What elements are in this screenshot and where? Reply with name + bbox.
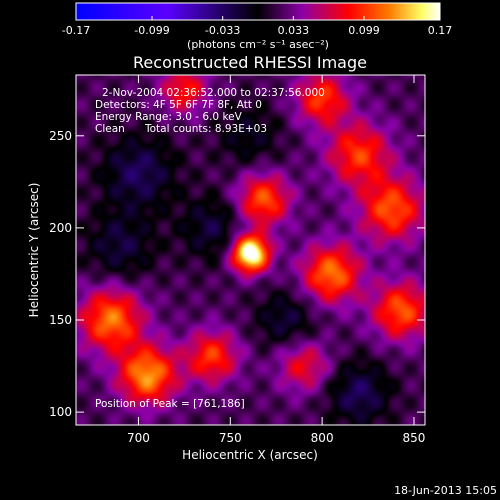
method-text: Clean <box>95 123 125 135</box>
y-tick-label: 200 <box>49 221 72 235</box>
y-axis-label: Heliocentric Y (arcsec) <box>27 183 41 318</box>
x-axis-ticks: 700 750 800 850 <box>127 75 425 445</box>
colorbar-units-label: (photons cm⁻² s⁻¹ asec⁻²) <box>187 38 329 51</box>
peak-position-text: Position of Peak = [761,186] <box>95 398 245 410</box>
colorbar-ticks: -0.17 -0.099 -0.033 0.033 0.099 0.17 <box>62 16 452 37</box>
x-tick-label: 800 <box>311 431 334 445</box>
x-tick-label: 750 <box>219 431 242 445</box>
colorbar-tick-label: 0.17 <box>428 24 453 37</box>
plot-frame <box>75 74 426 426</box>
footer-date: 18-Jun-2013 15:05 <box>394 484 497 497</box>
plot-area: 700 750 800 850 100 150 200 250 <box>49 74 426 445</box>
y-axis-ticks: 100 150 200 250 <box>49 129 425 419</box>
x-axis-label: Heliocentric X (arcsec) <box>182 448 318 462</box>
total-counts-text: Total counts: 8.93E+03 <box>144 123 267 135</box>
time-range-text: 2-Nov-2004 02:36:52.000 to 02:37:56.000 <box>102 87 325 99</box>
y-tick-label: 100 <box>49 405 72 419</box>
colorbar: -0.17 -0.099 -0.033 0.033 0.099 0.17 (photons… <box>62 2 452 51</box>
y-tick-label: 150 <box>49 313 72 327</box>
colorbar-tick-label: -0.099 <box>134 24 169 37</box>
y-tick-label: 250 <box>49 129 72 143</box>
chart-title: Reconstructed RHESSI Image <box>133 53 367 72</box>
colorbar-tick-label: 0.099 <box>348 24 380 37</box>
energy-range-text: Energy Range: 3.0 - 6.0 keV <box>95 111 243 123</box>
x-tick-label: 700 <box>127 431 150 445</box>
heatmap-image <box>76 75 425 425</box>
info-block: 2-Nov-2004 02:36:52.000 to 02:37:56.000 … <box>95 87 325 410</box>
colorbar-tick-label: 0.033 <box>278 24 310 37</box>
x-tick-label: 850 <box>403 431 426 445</box>
colorbar-gradient <box>75 2 441 21</box>
detectors-text: Detectors: 4F 5F 6F 7F 8F, Att 0 <box>95 99 262 111</box>
colorbar-tick-label: -0.17 <box>62 24 90 37</box>
colorbar-tick-label: -0.033 <box>205 24 240 37</box>
